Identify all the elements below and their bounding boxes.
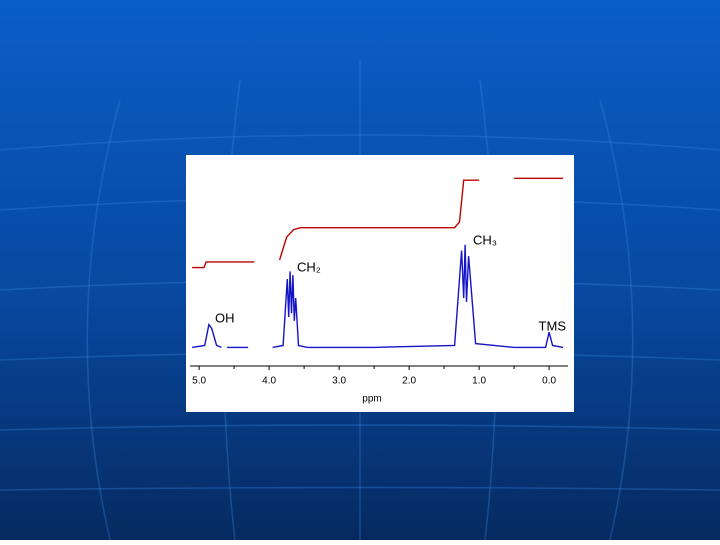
chart: 5.0 4.0 3.0 2.0 1.0 0.0 ppm OH CH₂ CH₃ TMS: [190, 177, 568, 405]
x-tick-label: 1.0: [472, 376, 486, 387]
peak-annotation: TMS: [539, 318, 567, 333]
x-tick-label: 3.0: [332, 376, 346, 387]
x-tick-label: 2.0: [402, 376, 416, 387]
x-tick-label: 5.0: [192, 376, 206, 387]
x-axis-label: ppm: [362, 394, 381, 405]
x-tick-label: 0.0: [542, 376, 556, 387]
series-line: [191, 322, 222, 349]
series-line: [278, 179, 480, 261]
x-tick-label: 4.0: [262, 376, 276, 387]
series-line: [192, 261, 255, 269]
peak-annotation: OH: [215, 310, 235, 325]
peak-annotation: CH₃: [473, 232, 497, 247]
chart-panel: [186, 155, 574, 412]
series-line: [272, 244, 564, 349]
peak-annotation: CH₂: [297, 259, 321, 274]
